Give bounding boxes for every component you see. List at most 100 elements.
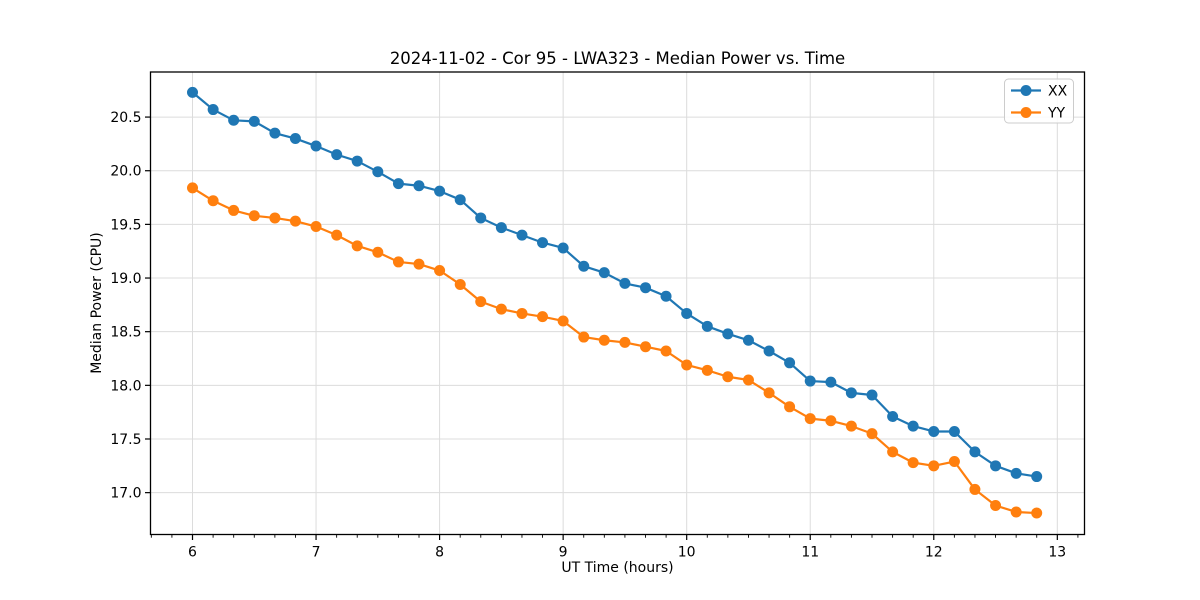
data-point-xx bbox=[845, 387, 857, 399]
series-layer bbox=[187, 86, 1043, 519]
plot-border bbox=[149, 71, 1086, 536]
gridlines bbox=[150, 72, 1085, 535]
data-point-xx bbox=[248, 115, 260, 127]
data-point-yy bbox=[289, 215, 301, 227]
data-point-xx bbox=[207, 104, 219, 116]
data-point-yy bbox=[454, 278, 466, 290]
data-point-xx bbox=[866, 389, 878, 401]
data-point-yy bbox=[845, 420, 857, 432]
data-point-xx bbox=[701, 320, 713, 332]
data-point-yy bbox=[784, 401, 796, 413]
data-point-xx bbox=[372, 166, 384, 178]
data-point-yy bbox=[434, 265, 446, 277]
data-point-yy bbox=[495, 303, 507, 315]
y-tick-label: 17.5 bbox=[110, 432, 141, 448]
data-point-yy bbox=[681, 359, 693, 371]
data-point-yy bbox=[907, 457, 919, 469]
y-tick-label: 17.0 bbox=[110, 486, 141, 502]
data-point-xx bbox=[722, 328, 734, 340]
data-point-xx bbox=[598, 267, 610, 279]
data-point-yy bbox=[310, 221, 322, 233]
x-tick-label: 13 bbox=[1048, 545, 1066, 561]
data-point-xx bbox=[1010, 467, 1022, 479]
legend-marker-xx bbox=[1020, 85, 1032, 96]
data-point-xx bbox=[269, 127, 281, 139]
data-point-xx bbox=[640, 282, 652, 294]
data-point-xx bbox=[1031, 471, 1043, 483]
data-point-yy bbox=[537, 311, 549, 323]
data-point-yy bbox=[269, 212, 281, 224]
data-point-xx bbox=[681, 307, 693, 319]
data-point-yy bbox=[701, 364, 713, 376]
x-tick-label: 6 bbox=[188, 545, 197, 561]
data-point-yy bbox=[640, 341, 652, 353]
data-point-yy bbox=[722, 371, 734, 383]
y-tick-label: 19.0 bbox=[110, 271, 141, 287]
data-point-yy bbox=[619, 336, 631, 348]
x-tick-label: 7 bbox=[312, 545, 321, 561]
y-tick-label: 20.5 bbox=[110, 110, 141, 126]
legend-marker-yy bbox=[1020, 107, 1032, 118]
data-point-xx bbox=[434, 185, 446, 197]
data-point-yy bbox=[742, 374, 754, 386]
data-point-yy bbox=[207, 195, 219, 207]
x-tick-label: 10 bbox=[678, 545, 696, 561]
chart-title: 2024-11-02 - Cor 95 - LWA323 - Median Po… bbox=[390, 49, 845, 68]
data-point-xx bbox=[475, 212, 487, 224]
data-point-xx bbox=[516, 229, 528, 241]
data-point-yy bbox=[990, 500, 1002, 512]
y-tick-label: 20.0 bbox=[110, 164, 141, 180]
data-point-yy bbox=[372, 246, 384, 258]
data-point-xx bbox=[537, 237, 549, 249]
data-point-xx bbox=[578, 260, 590, 272]
data-point-xx bbox=[495, 222, 507, 234]
data-point-xx bbox=[660, 290, 672, 302]
x-tick-label: 8 bbox=[435, 545, 444, 561]
data-point-yy bbox=[598, 334, 610, 346]
data-point-xx bbox=[310, 140, 322, 152]
data-point-xx bbox=[351, 155, 363, 167]
axis-ticks bbox=[145, 116, 1079, 540]
data-point-yy bbox=[969, 483, 981, 495]
data-point-xx bbox=[969, 446, 981, 458]
data-point-yy bbox=[866, 428, 878, 440]
data-point-yy bbox=[475, 296, 487, 308]
data-point-yy bbox=[413, 258, 425, 270]
data-point-yy bbox=[887, 446, 899, 458]
data-point-yy bbox=[187, 182, 199, 194]
data-point-xx bbox=[804, 375, 816, 387]
y-tick-label: 19.5 bbox=[110, 217, 141, 233]
data-point-xx bbox=[331, 149, 343, 161]
y-tick-label: 18.0 bbox=[110, 378, 141, 394]
data-point-xx bbox=[557, 242, 569, 254]
data-point-xx bbox=[928, 425, 940, 437]
data-point-yy bbox=[331, 229, 343, 241]
data-point-xx bbox=[289, 133, 301, 145]
data-point-yy bbox=[248, 210, 260, 222]
data-point-xx bbox=[392, 178, 404, 190]
data-point-yy bbox=[578, 331, 590, 343]
data-point-xx bbox=[454, 194, 466, 206]
data-point-yy bbox=[825, 415, 837, 427]
data-point-xx bbox=[907, 420, 919, 432]
data-point-xx bbox=[887, 410, 899, 422]
data-point-xx bbox=[413, 180, 425, 192]
x-tick-label: 11 bbox=[801, 545, 819, 561]
data-point-yy bbox=[763, 387, 775, 399]
data-point-yy bbox=[228, 204, 240, 216]
x-tick-label: 12 bbox=[925, 545, 943, 561]
y-tick-label: 18.5 bbox=[110, 325, 141, 341]
data-point-yy bbox=[392, 256, 404, 268]
data-point-yy bbox=[928, 460, 940, 472]
data-point-xx bbox=[742, 334, 754, 346]
data-point-xx bbox=[619, 277, 631, 289]
data-point-yy bbox=[1010, 506, 1022, 518]
data-point-xx bbox=[228, 114, 240, 126]
data-point-yy bbox=[1031, 507, 1043, 519]
legend-label-xx: XX bbox=[1048, 84, 1068, 100]
data-point-yy bbox=[660, 345, 672, 357]
data-point-xx bbox=[990, 460, 1002, 472]
legend[interactable]: XX YY bbox=[1004, 78, 1074, 124]
